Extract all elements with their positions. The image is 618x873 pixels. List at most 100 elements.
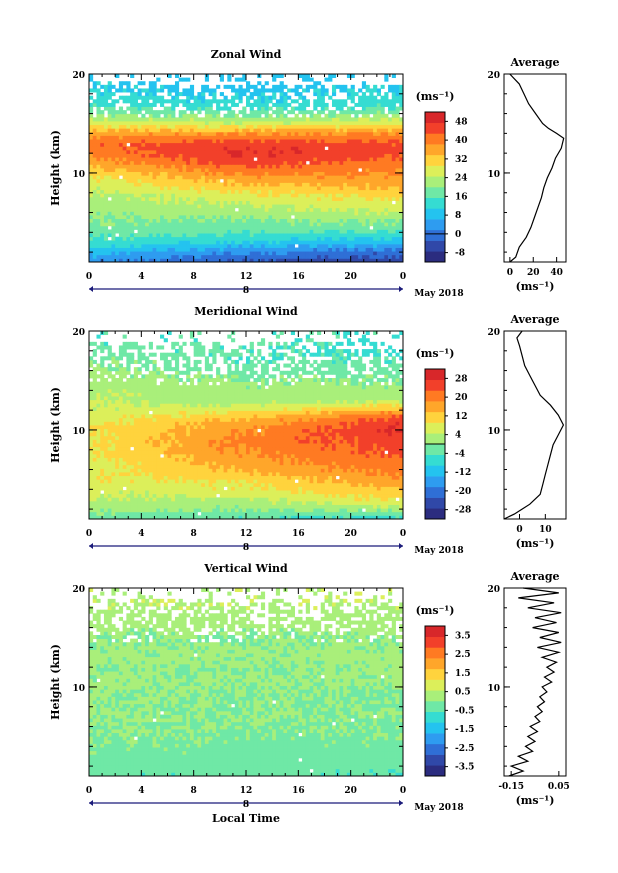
x-axis-label: Local Time [212, 812, 280, 825]
y-tick-label: 10 [72, 427, 85, 437]
colorbar-tick-label: 16 [455, 192, 468, 202]
heatmap-field [89, 331, 404, 520]
date-label: May 2018 [414, 289, 463, 299]
x-tick-label: 8 [191, 786, 197, 796]
x-tick-label: 0 [86, 786, 92, 796]
colorbar-swatch [425, 636, 445, 648]
day-label: 8 [243, 286, 249, 296]
y-tick-label: 10 [72, 170, 85, 180]
colorbar-swatch [425, 379, 445, 391]
colorbar-swatch [425, 112, 445, 124]
y-axis-label: Height (km) [49, 644, 62, 720]
colorbar-tick-label: -0.5 [455, 706, 474, 716]
panel-1: Meridional Wind 10 20 Height (km) 0 4 8 12 16 20 0… [49, 305, 567, 556]
average-y-tick-label: 10 [487, 170, 500, 180]
date-label: May 2018 [414, 803, 463, 813]
x-tick-label: 20 [344, 529, 357, 539]
colorbar-tick-label: 4 [455, 431, 461, 441]
x-tick-label: 16 [292, 529, 305, 539]
average-y-tick-label: 20 [487, 585, 500, 595]
colorbar-swatch [425, 497, 445, 509]
colorbar-tick-label: 0 [455, 230, 461, 240]
x-tick-label: 0 [400, 529, 406, 539]
colorbar-swatch [425, 411, 445, 423]
colorbar-swatch [425, 679, 445, 691]
average-title: Average [509, 56, 559, 69]
average-y-tick-label: 20 [487, 71, 500, 81]
colorbar-swatch [425, 486, 445, 498]
colorbar-swatch [425, 444, 445, 456]
x-tick-label: 0 [400, 786, 406, 796]
average-unit-label: (ms⁻¹) [516, 794, 555, 807]
colorbar-frame [424, 625, 446, 777]
colorbar-unit-label: (ms⁻¹) [416, 604, 455, 617]
colorbar-frame [424, 111, 446, 263]
y-axis-label: Height (km) [49, 130, 62, 206]
average-x-tick-label: 0 [516, 525, 522, 535]
x-tick-label: 20 [344, 272, 357, 282]
colorbar-swatch [425, 722, 445, 734]
colorbar-swatch [425, 208, 445, 220]
panel-title: Vertical Wind [203, 562, 288, 575]
average-x-tick-label: 0 [507, 268, 513, 278]
colorbar-swatch [425, 229, 445, 241]
colorbar-swatch [425, 647, 445, 659]
heatmap-field [89, 74, 404, 263]
day-bar-start-arrow [89, 286, 93, 292]
average-frame [503, 587, 567, 777]
day-bar-end-arrow [399, 800, 403, 806]
colorbar-tick-label: 20 [455, 393, 468, 403]
colorbar-swatch [425, 701, 445, 713]
average-x-tick-label: -0.15 [498, 782, 524, 792]
colorbar-tick-label: -1.5 [455, 725, 474, 735]
average-title: Average [509, 313, 559, 326]
colorbar-swatch [425, 240, 445, 252]
average-x-tick-label: 10 [539, 525, 552, 535]
x-tick-label: 16 [292, 272, 305, 282]
colorbar-tick-label: 12 [455, 412, 468, 422]
x-tick-label: 4 [138, 529, 144, 539]
colorbar-tick-label: 48 [455, 117, 468, 127]
day-bar-end-arrow [399, 286, 403, 292]
average-x-tick-label: 0.05 [548, 782, 570, 792]
colorbar-tick-label: -28 [455, 506, 471, 516]
panel-title: Zonal Wind [211, 48, 282, 61]
average-unit-label: (ms⁻¹) [516, 537, 555, 550]
x-tick-label: 8 [191, 529, 197, 539]
average-frame [503, 73, 567, 263]
colorbar-swatch [425, 658, 445, 670]
y-tick-label: 20 [72, 71, 85, 81]
colorbar-swatch [425, 508, 445, 520]
panel-2: Vertical Wind 10 20 Height (km) 0 4 8 12 16 20 0 8 M… [49, 562, 570, 813]
colorbar-tick-label: 2.5 [455, 650, 471, 660]
colorbar-tick-label: -20 [455, 487, 471, 497]
average-profile-line [508, 587, 562, 777]
heatmap-field [89, 588, 404, 777]
colorbar-swatch [425, 765, 445, 777]
colorbar-swatch [425, 454, 445, 466]
average-profile-line [509, 73, 565, 263]
colorbar-tick-label: 8 [455, 211, 461, 221]
x-tick-label: 12 [240, 786, 253, 796]
average-x-tick-label: 40 [550, 268, 563, 278]
colorbar-swatch [425, 219, 445, 231]
date-label: May 2018 [414, 546, 463, 556]
colorbar-tick-label: -12 [455, 468, 471, 478]
x-tick-label: 16 [292, 786, 305, 796]
panel-title: Meridional Wind [194, 305, 298, 318]
average-x-tick-label: 20 [527, 268, 540, 278]
colorbar-swatch [425, 154, 445, 166]
average-profile-line [503, 330, 565, 520]
colorbar-swatch [425, 144, 445, 156]
colorbar-swatch [425, 187, 445, 199]
day-label: 8 [243, 543, 249, 553]
day-label: 8 [243, 800, 249, 810]
colorbar-swatch [425, 626, 445, 638]
colorbar-swatch [425, 668, 445, 680]
colorbar-swatch [425, 165, 445, 177]
average-y-tick-label: 10 [487, 427, 500, 437]
colorbar-unit-label: (ms⁻¹) [416, 347, 455, 360]
x-tick-label: 4 [138, 272, 144, 282]
